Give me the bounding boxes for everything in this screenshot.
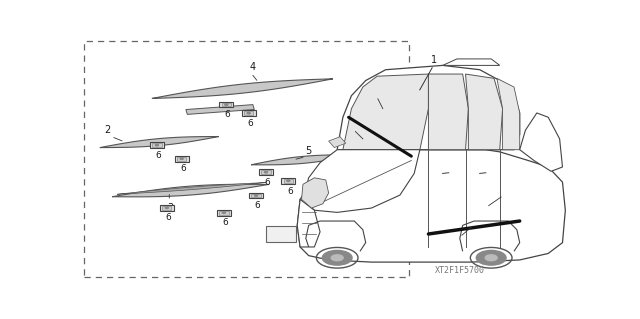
Circle shape bbox=[332, 255, 343, 261]
Circle shape bbox=[264, 171, 268, 173]
FancyBboxPatch shape bbox=[150, 142, 164, 148]
Polygon shape bbox=[343, 74, 428, 150]
FancyBboxPatch shape bbox=[162, 206, 172, 210]
Text: 5: 5 bbox=[305, 146, 311, 156]
Text: 5: 5 bbox=[500, 186, 507, 196]
Polygon shape bbox=[428, 74, 468, 150]
Text: 6: 6 bbox=[247, 119, 253, 128]
FancyBboxPatch shape bbox=[220, 102, 234, 108]
FancyBboxPatch shape bbox=[219, 211, 228, 215]
Text: 1: 1 bbox=[431, 55, 437, 65]
Circle shape bbox=[476, 250, 506, 265]
Bar bbox=[84, 41, 409, 277]
Circle shape bbox=[225, 104, 228, 105]
FancyBboxPatch shape bbox=[160, 205, 174, 211]
Polygon shape bbox=[297, 150, 565, 262]
Polygon shape bbox=[520, 113, 563, 171]
Text: 2: 2 bbox=[352, 120, 358, 130]
Polygon shape bbox=[297, 199, 320, 247]
Bar bbox=[266, 226, 296, 242]
Circle shape bbox=[255, 195, 258, 196]
Circle shape bbox=[156, 145, 159, 146]
FancyBboxPatch shape bbox=[284, 179, 293, 183]
Text: 3: 3 bbox=[167, 203, 173, 213]
Polygon shape bbox=[443, 59, 500, 65]
FancyBboxPatch shape bbox=[244, 111, 253, 115]
Circle shape bbox=[287, 180, 290, 182]
Text: 6: 6 bbox=[222, 218, 228, 227]
FancyBboxPatch shape bbox=[249, 193, 263, 198]
Polygon shape bbox=[152, 79, 333, 99]
FancyBboxPatch shape bbox=[221, 103, 231, 107]
Text: 6: 6 bbox=[254, 201, 260, 210]
Polygon shape bbox=[186, 105, 254, 115]
Polygon shape bbox=[112, 184, 269, 197]
FancyBboxPatch shape bbox=[217, 210, 231, 216]
Circle shape bbox=[247, 112, 250, 114]
Text: 6: 6 bbox=[155, 151, 161, 160]
Circle shape bbox=[323, 250, 352, 265]
Polygon shape bbox=[465, 74, 502, 150]
Text: 4: 4 bbox=[375, 87, 381, 97]
Text: 4: 4 bbox=[250, 62, 255, 72]
Text: 6: 6 bbox=[165, 213, 171, 222]
FancyBboxPatch shape bbox=[152, 143, 161, 147]
FancyBboxPatch shape bbox=[241, 110, 256, 116]
Text: XT2F1F5700: XT2F1F5700 bbox=[435, 266, 484, 275]
Circle shape bbox=[222, 212, 225, 213]
Polygon shape bbox=[328, 137, 346, 147]
FancyBboxPatch shape bbox=[281, 178, 296, 184]
Circle shape bbox=[165, 207, 168, 209]
Text: 2: 2 bbox=[104, 124, 111, 135]
Polygon shape bbox=[100, 137, 219, 148]
FancyBboxPatch shape bbox=[175, 156, 189, 161]
Circle shape bbox=[485, 255, 497, 261]
FancyBboxPatch shape bbox=[259, 169, 273, 175]
Polygon shape bbox=[337, 65, 520, 150]
Text: 6: 6 bbox=[225, 109, 230, 119]
Text: 3: 3 bbox=[471, 215, 477, 226]
Polygon shape bbox=[303, 150, 420, 212]
Polygon shape bbox=[497, 78, 520, 150]
Text: 6: 6 bbox=[180, 164, 186, 173]
Text: 6: 6 bbox=[264, 178, 270, 187]
Polygon shape bbox=[301, 178, 328, 208]
Polygon shape bbox=[251, 155, 355, 165]
Text: 6: 6 bbox=[287, 187, 293, 196]
FancyBboxPatch shape bbox=[177, 157, 186, 160]
FancyBboxPatch shape bbox=[252, 194, 260, 197]
Polygon shape bbox=[117, 182, 266, 194]
FancyBboxPatch shape bbox=[261, 170, 271, 174]
Circle shape bbox=[180, 158, 183, 160]
